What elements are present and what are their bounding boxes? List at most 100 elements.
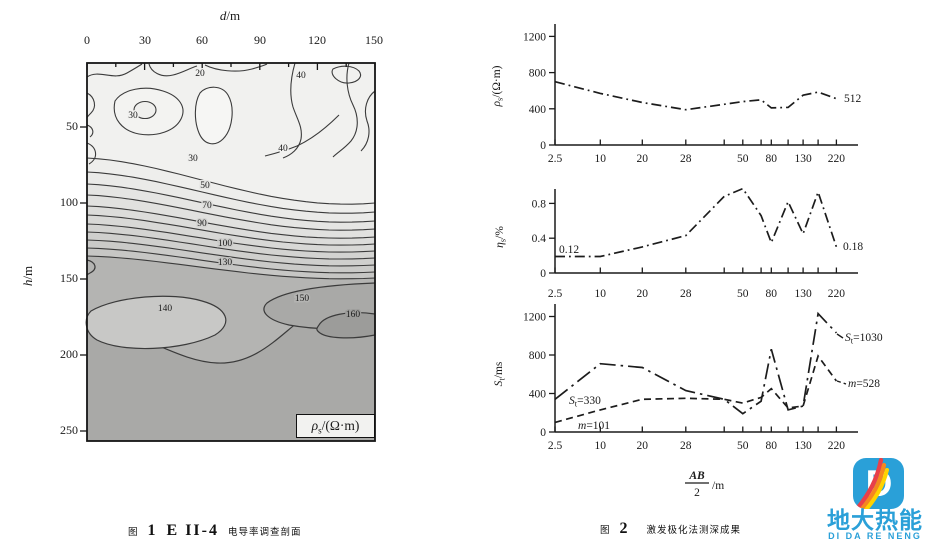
rho-subscript: s	[318, 425, 322, 436]
x-tick-label: 20	[637, 440, 649, 452]
series-line-St	[554, 311, 838, 415]
x-tick-label: 2.5	[548, 288, 563, 300]
contour-x-axis-title: d/m	[200, 8, 260, 24]
contour-band-fill	[87, 232, 375, 266]
figure2-label: 图	[600, 526, 611, 536]
chart-decay-time-and-m: 0 400 800 1200 2.5 10 20 28 50 80 130 220 St/ms St=33…	[493, 304, 883, 499]
contour-band-fill	[87, 158, 375, 214]
contour-line	[86, 205, 376, 239]
contour-band-fill	[87, 248, 375, 279]
rho-unit: /(Ω·m)	[321, 418, 360, 433]
contour-level-label: 160	[346, 310, 361, 320]
figure2-caption: 图 2 激发极化法测深成果	[600, 520, 741, 538]
contour-line	[86, 171, 376, 214]
x-tick-label: 80	[766, 288, 778, 300]
contour-level-label: 90	[197, 219, 207, 229]
y-tick-label: 800	[529, 68, 547, 80]
contour-x-tick-label: 150	[365, 33, 383, 47]
y-tick-label: 0	[540, 268, 546, 280]
annotation-label: St=1030	[845, 332, 883, 346]
start-value-label: 0.12	[559, 244, 579, 256]
x-tick-label: 28	[680, 288, 692, 300]
dida-reneng-logo-icon: D	[853, 458, 904, 509]
x-axis-title-unit: /m	[712, 480, 724, 492]
annotation-label: St=330	[569, 395, 601, 409]
h-variable: h	[20, 279, 35, 287]
contour-value-labels: 20 30 40 30 40 50 70 90 100 130 140 150 160	[127, 68, 362, 322]
contour-line	[86, 223, 376, 253]
y-tick-label: 400	[529, 389, 547, 401]
leader-line	[836, 333, 844, 339]
figure2-number: 2	[619, 520, 630, 537]
contour-x-tick-label: 0	[84, 33, 90, 47]
contour-level-label: 30	[188, 154, 198, 164]
contour-level-label: 140	[158, 304, 173, 314]
contour-band-fill	[87, 172, 375, 223]
chart-apparent-resistivity: 0 400 800 1200 2.5 10 20 28 50 80 130 220 ρs/(Ω·m) 51…	[491, 24, 862, 165]
x-tick-label: 50	[737, 153, 749, 165]
y-tick-label: 0.4	[532, 233, 547, 245]
contour-level-label: 40	[296, 71, 306, 81]
contour-level-label: 20	[195, 69, 205, 79]
contour-band-fill	[87, 224, 375, 259]
x-tick-label: 130	[794, 153, 812, 165]
contour-level-label: 50	[200, 181, 210, 191]
x-axis-title-denominator: 2	[694, 487, 700, 499]
contour-band-fill	[87, 195, 375, 239]
x-tick-label: 220	[828, 440, 846, 452]
contour-line	[86, 157, 376, 205]
contour-level-label: 150	[295, 294, 310, 304]
x-tick-label: 130	[794, 288, 812, 300]
y-axis-label: ηs/%	[494, 226, 508, 248]
y-tick-label: 0	[540, 427, 546, 439]
contour-y-tick-label: 200	[60, 347, 78, 361]
end-value-label: 512	[844, 93, 862, 105]
contour-line	[86, 239, 376, 267]
leader-line	[836, 380, 847, 385]
contour-x-tick-label: 90	[254, 33, 266, 47]
contour-y-tick-label: 150	[60, 271, 78, 285]
x-axis-title-numerator: AB	[688, 470, 705, 482]
series-line-m	[554, 354, 838, 424]
h-unit: /m	[20, 265, 35, 280]
end-value-label: 0.18	[843, 241, 863, 253]
d-variable: d	[219, 8, 227, 23]
figure1-caption: 图 1 E II-4 电导率调查剖面	[128, 522, 301, 540]
contour-line	[86, 183, 376, 223]
logo-chinese-name: 地大热能	[827, 507, 923, 533]
series-line-polarizability	[555, 187, 838, 258]
contour-x-tick-label: 120	[308, 33, 326, 47]
x-tick-label: 50	[737, 440, 749, 452]
contour-band-fill	[87, 206, 375, 246]
x-tick-label: 80	[766, 440, 778, 452]
y-axis-label: St/ms	[493, 361, 507, 386]
contour-line	[86, 214, 376, 246]
x-tick-label: 220	[828, 153, 846, 165]
resistivity-unit-box: ρs/(Ω·m)	[296, 414, 375, 438]
x-tick-label: 10	[595, 288, 607, 300]
contour-y-axis-title: h/m	[20, 254, 36, 298]
y-tick-label: 0	[540, 140, 546, 152]
x-tick-label: 220	[828, 288, 846, 300]
y-axis-label: ρs/(Ω·m)	[491, 65, 505, 107]
x-tick-label: 28	[680, 153, 692, 165]
contour-x-tick-label: 60	[196, 33, 208, 47]
figure1-number: 1	[147, 522, 158, 539]
x-tick-label: 20	[637, 288, 649, 300]
contour-x-tick-label: 30	[139, 33, 151, 47]
contour-band-fill	[87, 184, 375, 231]
x-tick-label: 50	[737, 288, 749, 300]
x-tick-label: 2.5	[548, 440, 563, 452]
contour-y-tick-label: 250	[60, 423, 78, 437]
y-tick-label: 400	[529, 104, 547, 116]
x-tick-label: 130	[794, 440, 812, 452]
contour-level-label: 70	[202, 201, 212, 211]
contour-y-tick-label: 100	[60, 195, 78, 209]
x-tick-label: 10	[595, 440, 607, 452]
contour-line	[86, 255, 376, 280]
contour-level-label: 100	[218, 239, 233, 249]
contour-line	[86, 194, 376, 231]
lower-contour-lines	[85, 259, 376, 441]
